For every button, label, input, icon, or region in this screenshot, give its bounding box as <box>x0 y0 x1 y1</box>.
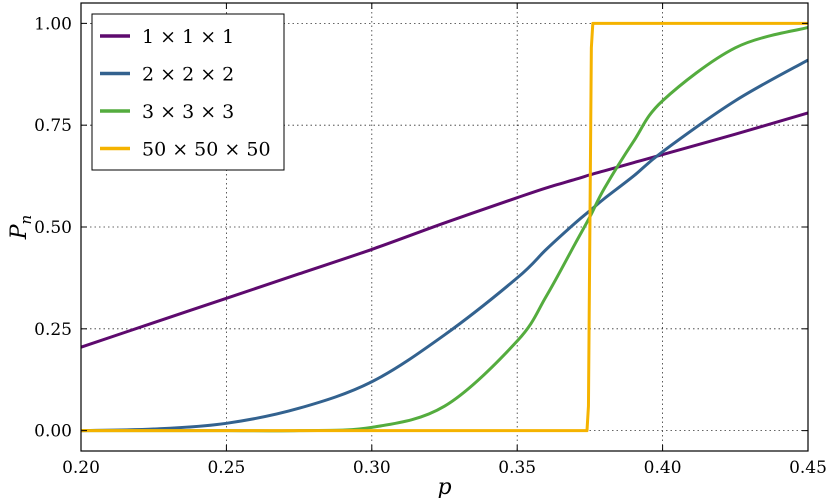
x-tick-label: 0.40 <box>644 458 682 478</box>
x-tick-label: 0.20 <box>62 458 100 478</box>
y-tick-label: 0.00 <box>34 422 72 442</box>
series-lines <box>80 21 809 433</box>
series-line-2 <box>80 58 809 433</box>
x-axis-label: p <box>437 475 451 498</box>
x-tick-label: 0.25 <box>207 458 245 478</box>
y-axis-label: Pn <box>7 215 35 240</box>
legend-label: 1 × 1 × 1 <box>142 26 234 48</box>
x-tick-label: 0.45 <box>789 458 827 478</box>
legend-box <box>91 13 285 171</box>
y-tick-label: 0.25 <box>34 320 72 340</box>
y-tick-label: 0.75 <box>34 116 72 136</box>
y-tick-label: 0.50 <box>34 218 72 238</box>
y-axis-label-main: P <box>7 223 32 240</box>
legend: 1 × 1 × 1 2 × 2 × 2 3 × 3 × 3 50 × 50 × 50 <box>91 13 285 171</box>
legend-label: 3 × 3 × 3 <box>142 101 234 123</box>
y-axis-label-subscript: n <box>17 215 35 225</box>
legend-label: 2 × 2 × 2 <box>142 64 234 86</box>
x-tick-label: 0.30 <box>353 458 391 478</box>
axis-ticks: 0.20 0.25 0.30 0.35 0.40 0.45 0.00 0.25 0.50 0.75… <box>34 3 827 478</box>
y-tick-label: 1.00 <box>34 14 72 34</box>
series-line-4 <box>81 21 808 433</box>
x-tick-label: 0.35 <box>498 458 536 478</box>
legend-label: 50 × 50 × 50 <box>142 139 271 161</box>
